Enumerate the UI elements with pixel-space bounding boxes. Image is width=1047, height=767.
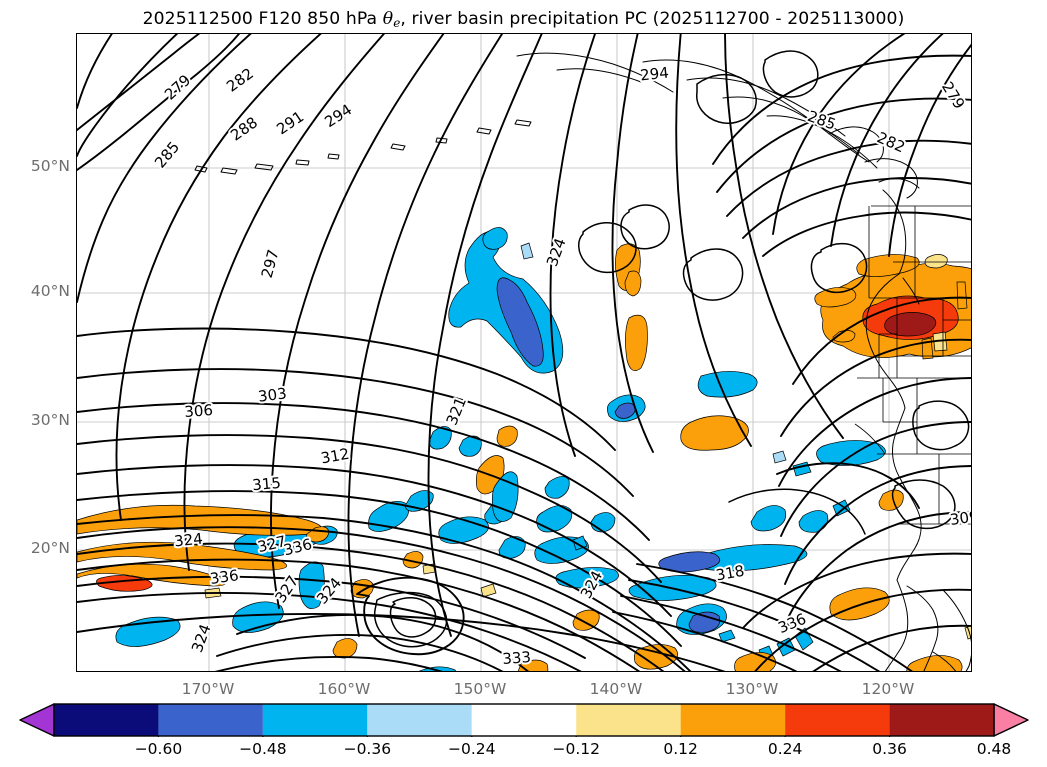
contour-label: 324 [173, 530, 203, 551]
lon-tick-label: 140°W [589, 680, 643, 698]
contour-label: 333 [502, 648, 532, 668]
lat-tick-label: 50°N [30, 157, 70, 175]
colorbar-tick-labels: −0.60 −0.48 −0.36 −0.24 −0.12 0.12 0.24 0.36 0.4… [0, 740, 1047, 764]
colorbar-segments [19, 703, 1029, 737]
contour-label: 315 [252, 474, 282, 494]
colorbar-tick-label: 0.12 [663, 740, 698, 758]
lon-tick-label: 150°W [453, 680, 507, 698]
theta-subscript: e [393, 16, 401, 30]
contour-label: 291 [273, 107, 307, 138]
colorbar-segment [158, 704, 263, 736]
colorbar-tick-label: 0.36 [872, 740, 907, 758]
theta-e-contours [77, 34, 971, 671]
lon-tick-label: 120°W [861, 680, 915, 698]
administrative-borders [854, 205, 971, 525]
colorbar-segment [785, 704, 890, 736]
contour-label: 285 [151, 138, 183, 172]
contour-label: 318 [714, 562, 745, 585]
contour-label: 279 [938, 78, 968, 112]
longitude-tick-labels: 170°W 160°W 150°W 140°W 130°W 120°W [0, 680, 1047, 704]
colorbar-tick-label: 0.48 [976, 740, 1012, 758]
contour-label: 321 [443, 394, 470, 427]
contour-label: 312 [319, 445, 350, 468]
colorbar-extend-max [993, 703, 1029, 737]
page-title: 2025112500 F120 850 hPa θe, river basin … [0, 9, 1047, 30]
colorbar[interactable] [18, 703, 1030, 737]
map-plot-area[interactable]: 2792822852882912942942852822792762732973… [76, 33, 972, 672]
title-prefix: 2025112500 F120 850 hPa [142, 9, 383, 29]
colorbar-tick-label: −0.36 [343, 740, 392, 758]
lat-tick-label: 40°N [30, 282, 70, 300]
colorbar-segment [262, 704, 368, 736]
colorbar-segment [367, 704, 472, 736]
lat-tick-label: 20°N [30, 539, 70, 557]
lat-tick-label: 30°N [30, 411, 70, 429]
colorbar-tick-label: −0.48 [239, 740, 287, 758]
contour-label: 309 [949, 507, 971, 529]
lon-tick-label: 160°W [317, 680, 371, 698]
map-canvas: 2792822852882912942942852822792762732973… [77, 34, 971, 671]
latitude-tick-labels: 50°N 40°N 30°N 20°N [0, 0, 70, 767]
contour-label: 324 [188, 622, 215, 655]
map-clip: 2792822852882912942942852822792762732973… [77, 34, 971, 671]
contour-label: 306 [184, 401, 214, 421]
colorbar-segment [471, 704, 577, 736]
colorbar-ticks [53, 703, 995, 737]
contour-label: 297 [258, 248, 283, 280]
coastlines [194, 52, 971, 671]
colorbar-extend-min [19, 703, 55, 737]
lon-tick-label: 170°W [181, 680, 235, 698]
contour-label: 324 [543, 236, 570, 269]
colorbar-segment [680, 704, 786, 736]
colorbar-tick-label: −0.12 [552, 740, 600, 758]
contour-label: 294 [639, 64, 669, 85]
contour-label: 282 [874, 128, 907, 156]
title-suffix: , river basin precipitation PC (20251127… [400, 9, 905, 29]
colorbar-segment [889, 704, 994, 736]
colorbar-tick-label: 0.24 [767, 740, 803, 758]
lon-tick-label: 130°W [725, 680, 779, 698]
colorbar-segment [576, 704, 681, 736]
theta-symbol: θ [382, 9, 394, 29]
colorbar-tick-label: −0.24 [448, 740, 496, 758]
contour-label: 336 [209, 566, 240, 588]
precip-pc-shading [77, 227, 971, 671]
contour-label: 282 [223, 64, 257, 95]
contour-label: 303 [257, 384, 288, 405]
colorbar-tick-label: −0.60 [134, 740, 183, 758]
contour-label: 288 [227, 113, 261, 144]
colorbar-segment [54, 704, 159, 736]
colorbar-outline [53, 703, 995, 737]
